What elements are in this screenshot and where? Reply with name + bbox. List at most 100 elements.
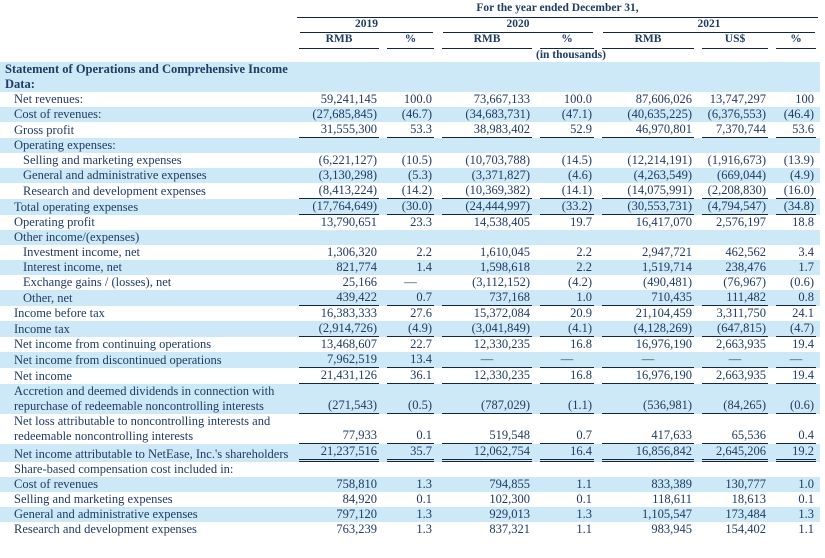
cell-2021-rmb: (4,128,269): [598, 321, 698, 337]
cell-value: (46.4): [783, 107, 814, 121]
cell-value: 2,645,206: [702, 444, 768, 462]
cell-value: 36.1: [387, 368, 434, 384]
row-label: Statement of Operations and Comprehensiv…: [0, 62, 295, 92]
period-header-row: For the year ended December 31,: [0, 2, 820, 18]
financial-statement-table: For the year ended December 31, 2019 202…: [0, 2, 820, 537]
cell-2020-rmb: 14,538,405: [438, 215, 536, 230]
cell-value: [702, 138, 768, 153]
row-label: Total operating expenses: [0, 199, 295, 215]
cell-2019-pct: 1.3: [383, 477, 438, 492]
col-label: %: [776, 33, 816, 49]
table-row: Net loss attributable to noncontrolling …: [0, 414, 820, 444]
table-row: Net income from discontinued operations …: [0, 352, 820, 368]
cell-2020-rmb: 1,610,045: [438, 245, 536, 260]
cell-2021-pct: 18.8: [772, 215, 820, 230]
cell-2019-pct: 53.3: [383, 122, 438, 138]
cell-2021-usd: (4,794,547): [698, 199, 772, 215]
cell-value: 87,606,026: [635, 92, 692, 106]
cell-value: 19.2: [776, 444, 816, 462]
cell-2021-rmb: 417,633: [598, 414, 698, 444]
cell-2021-pct: (13.9): [772, 153, 820, 168]
cell-2021-usd: 173,484: [698, 507, 772, 522]
year-header-row: 2019 2020 2021: [0, 18, 820, 33]
cell-value: [702, 462, 768, 477]
cell-value: 18,613: [731, 492, 766, 506]
cell-2021-usd: 65,536: [698, 414, 772, 444]
cell-value: 18.8: [792, 215, 814, 229]
cell-value: [387, 77, 434, 92]
cell-2020-rmb: (10,369,382): [438, 183, 536, 199]
cell-2021-pct: —: [772, 352, 820, 368]
header-spacer: [0, 2, 295, 18]
cell-2021-rmb: 46,970,801: [598, 122, 698, 138]
cell-value: [602, 77, 694, 92]
cell-2021-usd: 2,576,197: [698, 215, 772, 230]
cell-value: 1.3: [416, 522, 432, 536]
cell-2021-pct: (0.6): [772, 384, 820, 414]
col-label: RMB: [299, 33, 379, 49]
cell-value: 52.9: [540, 122, 594, 138]
cell-2021-usd: (1,916,673): [698, 153, 772, 168]
cell-value: 7,962,519: [299, 352, 379, 368]
cell-value: (76,967): [723, 275, 766, 289]
cell-value: 111,482: [702, 290, 768, 306]
cell-2021-rmb: 87,606,026: [598, 92, 698, 107]
col-2021-pct: %: [772, 33, 820, 49]
table-row: Research and development expenses 763,23…: [0, 522, 820, 537]
cell-2021-rmb: (490,481): [598, 275, 698, 290]
cell-2020-pct: (14.5): [536, 153, 598, 168]
cell-value: (14.5): [561, 153, 592, 167]
cell-value: 2.2: [416, 245, 432, 259]
cell-2021-rmb: 16,976,190: [598, 337, 698, 352]
cell-value: [387, 138, 434, 153]
cell-value: 3.4: [798, 245, 814, 259]
cell-2021-pct: 1.7: [772, 260, 820, 275]
cell-2021-pct: (46.4): [772, 107, 820, 122]
cell-2020-pct: 16.8: [536, 368, 598, 384]
cell-value: (0.5): [387, 398, 434, 414]
cell-2021-rmb: (536,981): [598, 384, 698, 414]
cell-2020-rmb: 38,983,402: [438, 122, 536, 138]
cell-value: [702, 77, 768, 92]
row-label: Net income from discontinued operations: [0, 352, 295, 368]
table-row: Exchange gains / (losses), net 25,166 — …: [0, 275, 820, 290]
cell-2019-pct: (5.3): [383, 168, 438, 183]
cell-2019-pct: 35.7: [383, 444, 438, 462]
cell-value: 12,330,235: [442, 368, 532, 384]
table-row: Income before tax 16,383,333 27.6 15,372…: [0, 306, 820, 321]
col-label: %: [387, 33, 434, 49]
cell-value: 22.7: [410, 337, 432, 351]
cell-value: (6,221,127): [318, 153, 377, 167]
year-2020-label: 2020: [443, 18, 593, 33]
year-2021-label: 2021: [603, 18, 815, 33]
cell-2021-usd: 111,482: [698, 290, 772, 306]
cell-2021-usd: (6,376,553): [698, 107, 772, 122]
cell-2019-rmb: (6,221,127): [295, 153, 383, 168]
cell-2021-pct: 1.3: [772, 507, 820, 522]
col-2019-pct: %: [383, 33, 438, 49]
cell-value: [702, 230, 768, 245]
cell-2020-rmb: 1,598,618: [438, 260, 536, 275]
cell-2020-pct: 16.8: [536, 337, 598, 352]
cell-value: [602, 230, 694, 245]
cell-2020-pct: 0.1: [536, 492, 598, 507]
cell-2020-pct: 100.0: [536, 92, 598, 107]
cell-2019-rmb: 25,166: [295, 275, 383, 290]
cell-2019-rmb: 59,241,145: [295, 92, 383, 107]
cell-2021-pct: [772, 138, 820, 153]
row-label: Research and development expenses: [23, 184, 206, 198]
cell-value: (4,794,547): [702, 199, 768, 215]
cell-2020-rmb: (3,371,827): [438, 168, 536, 183]
cell-2021-usd: [698, 138, 772, 153]
cell-value: 1.1: [576, 477, 592, 491]
cell-2019-rmb: 797,120: [295, 507, 383, 522]
cell-2021-pct: 0.4: [772, 414, 820, 444]
cell-value: 21,104,459: [635, 306, 692, 320]
cell-value: (2,208,830): [702, 183, 768, 199]
cell-value: 763,239: [336, 522, 377, 536]
row-label: General and administrative expenses: [0, 168, 295, 183]
row-label: Cost of revenues:: [0, 107, 295, 122]
cell-2021-rmb: 2,947,721: [598, 245, 698, 260]
cell-value: 16,976,190: [635, 337, 692, 351]
cell-value: 12,062,754: [442, 444, 532, 462]
